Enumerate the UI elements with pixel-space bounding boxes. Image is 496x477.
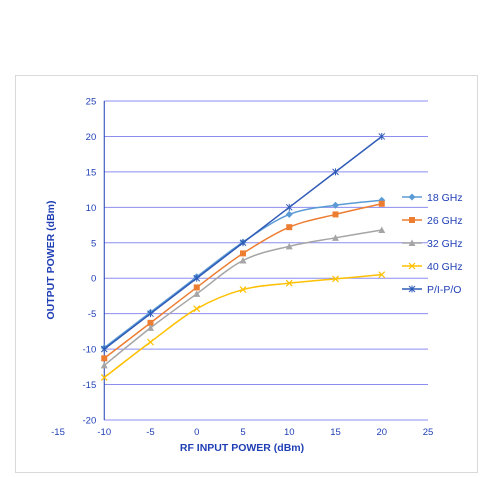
series-layer: [100, 132, 386, 381]
data-point: [286, 224, 293, 231]
y-tick-label: 15: [86, 167, 97, 178]
legend: 18 GHz 26 GHz 32 GHz 40 GHz P/I-P/O: [402, 192, 463, 296]
y-tick-label: 10: [86, 203, 97, 214]
legend-swatch-marker: [408, 285, 416, 293]
data-point: [332, 211, 339, 218]
y-tick-label: 25: [86, 97, 97, 108]
data-point: [193, 274, 201, 282]
series-line: [103, 203, 382, 359]
data-point: [285, 210, 293, 218]
data-point: [193, 305, 201, 313]
legend-swatch-marker: [409, 217, 415, 223]
legend-label: 40 GHz: [427, 261, 463, 273]
x-tick-label: 10: [284, 427, 295, 438]
y-tick-label: 5: [91, 238, 96, 249]
data-point: [193, 284, 200, 291]
x-tick-label: 15: [330, 427, 341, 438]
y-tick-label: -10: [83, 345, 97, 356]
x-tick-label: 25: [423, 427, 434, 438]
legend-label: P/I-P/O: [427, 284, 461, 296]
legend-item: 32 GHz: [402, 238, 463, 250]
data-point: [147, 338, 154, 346]
data-point: [240, 250, 246, 257]
data-point: [332, 168, 339, 176]
data-point: [100, 345, 108, 353]
series-p-i-p-o: [100, 132, 386, 353]
data-point: [378, 200, 385, 207]
data-point: [100, 374, 108, 381]
data-point: [100, 361, 108, 369]
legend-label: 26 GHz: [427, 215, 463, 227]
data-point: [378, 226, 386, 234]
data-point: [285, 203, 293, 211]
series-40-ghz: [100, 271, 386, 381]
data-point: [147, 319, 154, 326]
legend-swatch-marker: [408, 239, 416, 246]
data-point: [285, 242, 293, 250]
x-axis-title: RF INPUT POWER (dBm): [180, 442, 304, 454]
legend-item: 26 GHz: [402, 215, 463, 227]
legend-swatch-marker: [408, 193, 416, 201]
data-point: [147, 324, 154, 331]
legend-label: 18 GHz: [427, 192, 463, 204]
data-point: [332, 234, 339, 241]
x-tick-label: -10: [97, 427, 111, 438]
y-axis-ticks: -20 -15 -10 -5 0 5 10 15 20 25: [83, 97, 97, 427]
data-point: [378, 132, 386, 140]
legend-item: 18 GHz: [402, 192, 463, 204]
y-tick-label: -5: [88, 309, 96, 320]
data-point: [239, 257, 247, 264]
y-tick-label: 20: [86, 132, 97, 143]
gridlines: [103, 100, 428, 421]
y-tick-label: -20: [83, 416, 97, 427]
data-point: [378, 271, 386, 279]
x-tick-label: -5: [146, 427, 154, 438]
data-point: [193, 290, 201, 297]
data-point: [101, 355, 108, 362]
legend-item: 40 GHz: [402, 261, 463, 273]
legend-label: 32 GHz: [427, 238, 463, 250]
series-26-ghz: [101, 200, 385, 362]
data-point: [147, 310, 154, 318]
y-tick-label: -15: [83, 380, 97, 391]
series-32-ghz: [100, 226, 386, 369]
x-tick-label: 20: [376, 427, 387, 438]
data-point: [239, 286, 247, 293]
legend-item: P/I-P/O: [402, 284, 461, 296]
x-tick-label: 0: [194, 427, 199, 438]
data-point: [239, 239, 247, 247]
chart-frame: [15, 75, 478, 473]
x-tick-label: 5: [240, 427, 245, 438]
y-axis-title: OUTPUT POWER (dBm): [45, 201, 57, 320]
y-tick-label: 0: [91, 274, 96, 285]
legend-swatch-marker: [408, 262, 416, 270]
data-point: [285, 279, 293, 287]
x-axis-ticks: -15 -10 -5 0 5 10 15 20 25: [51, 427, 433, 438]
data-point: [332, 275, 339, 283]
data-point: [332, 201, 339, 209]
x-tick-label: -15: [51, 427, 65, 438]
